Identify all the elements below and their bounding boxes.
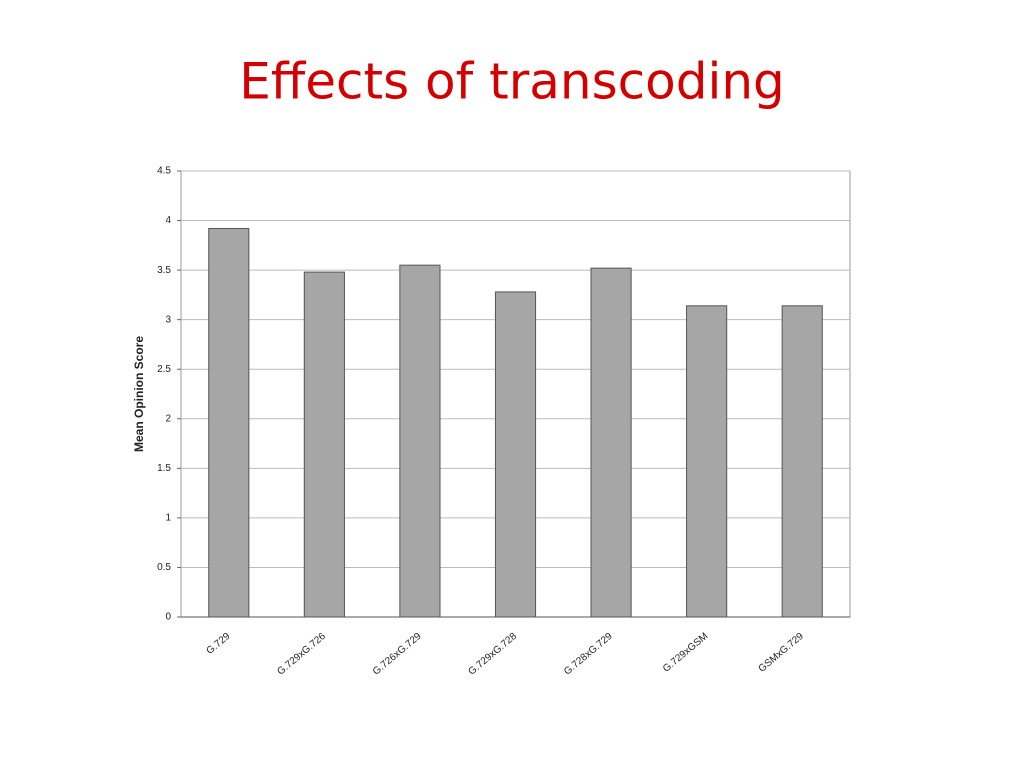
x-tick-label: G.729xGSM (661, 631, 710, 675)
y-tick-label: 3.5 (157, 265, 171, 276)
bar (494, 291, 537, 618)
y-tick-label: 2.5 (157, 364, 171, 375)
bar (303, 271, 345, 618)
x-tick-label: G.729 (204, 631, 232, 657)
y-tick-label: 3 (165, 314, 171, 325)
x-tick-label: G.729xG.728 (466, 631, 519, 678)
y-tick-label: 4 (165, 215, 171, 226)
y-tick-label: 4.5 (157, 166, 171, 177)
y-tick-label: 0.5 (157, 562, 171, 573)
y-tick-label: 1.5 (157, 463, 171, 474)
x-tick-label: G.729xG.726 (275, 631, 328, 678)
x-tick-label: G.726xG.729 (371, 631, 424, 678)
bar (686, 305, 728, 618)
y-tick-label: 0 (165, 612, 171, 623)
y-axis-label: Mean Opinion Score (132, 336, 146, 452)
x-tick-label: GSMxG.729 (757, 631, 807, 675)
y-tick-label: 2 (165, 413, 171, 424)
y-tick-label: 1 (165, 513, 171, 524)
slide-title: Effects of transcoding (239, 53, 785, 111)
bar (399, 264, 441, 618)
bar (590, 267, 632, 618)
bar (781, 305, 823, 618)
x-tick-label: G.728xG.729 (562, 631, 615, 678)
bar (208, 227, 250, 618)
